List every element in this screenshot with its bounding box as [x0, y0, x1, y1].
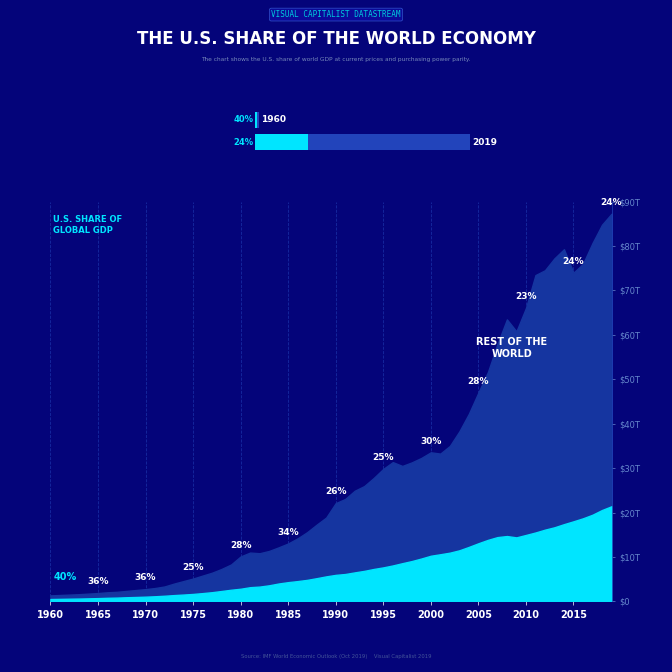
Bar [255, 112, 259, 128]
Bar [255, 112, 257, 128]
Text: 23%: 23% [515, 292, 537, 301]
Text: 28%: 28% [230, 541, 251, 550]
Text: VISUAL CAPITALIST DATASTREAM: VISUAL CAPITALIST DATASTREAM [271, 10, 401, 19]
Bar [255, 134, 308, 150]
Text: 40%: 40% [53, 572, 77, 582]
Text: 26%: 26% [325, 487, 347, 497]
Text: 25%: 25% [182, 563, 204, 572]
Text: 24%: 24% [562, 257, 584, 266]
Text: 25%: 25% [372, 453, 394, 462]
Bar [255, 134, 470, 150]
Text: 24%: 24% [601, 198, 622, 207]
Text: REST OF THE
WORLD: REST OF THE WORLD [476, 337, 547, 360]
Text: 36%: 36% [87, 577, 109, 587]
Text: 30%: 30% [420, 437, 442, 446]
Text: 2019: 2019 [472, 138, 497, 146]
Text: 36%: 36% [135, 573, 157, 583]
Text: 1960: 1960 [261, 116, 286, 124]
Text: 40%: 40% [233, 116, 253, 124]
Text: 28%: 28% [468, 377, 489, 386]
Text: 24%: 24% [233, 138, 253, 146]
Text: UNITED
STATES: UNITED STATES [485, 546, 529, 569]
Text: The chart shows the U.S. share of world GDP at current prices and purchasing pow: The chart shows the U.S. share of world … [202, 57, 470, 62]
Text: U.S. SHARE OF
GLOBAL GDP: U.S. SHARE OF GLOBAL GDP [53, 215, 122, 235]
Text: Source: IMF World Economic Outlook (Oct 2019)    Visual Capitalist 2019: Source: IMF World Economic Outlook (Oct … [241, 654, 431, 659]
Text: THE U.S. SHARE OF THE WORLD ECONOMY: THE U.S. SHARE OF THE WORLD ECONOMY [136, 30, 536, 48]
Text: 34%: 34% [278, 528, 299, 537]
